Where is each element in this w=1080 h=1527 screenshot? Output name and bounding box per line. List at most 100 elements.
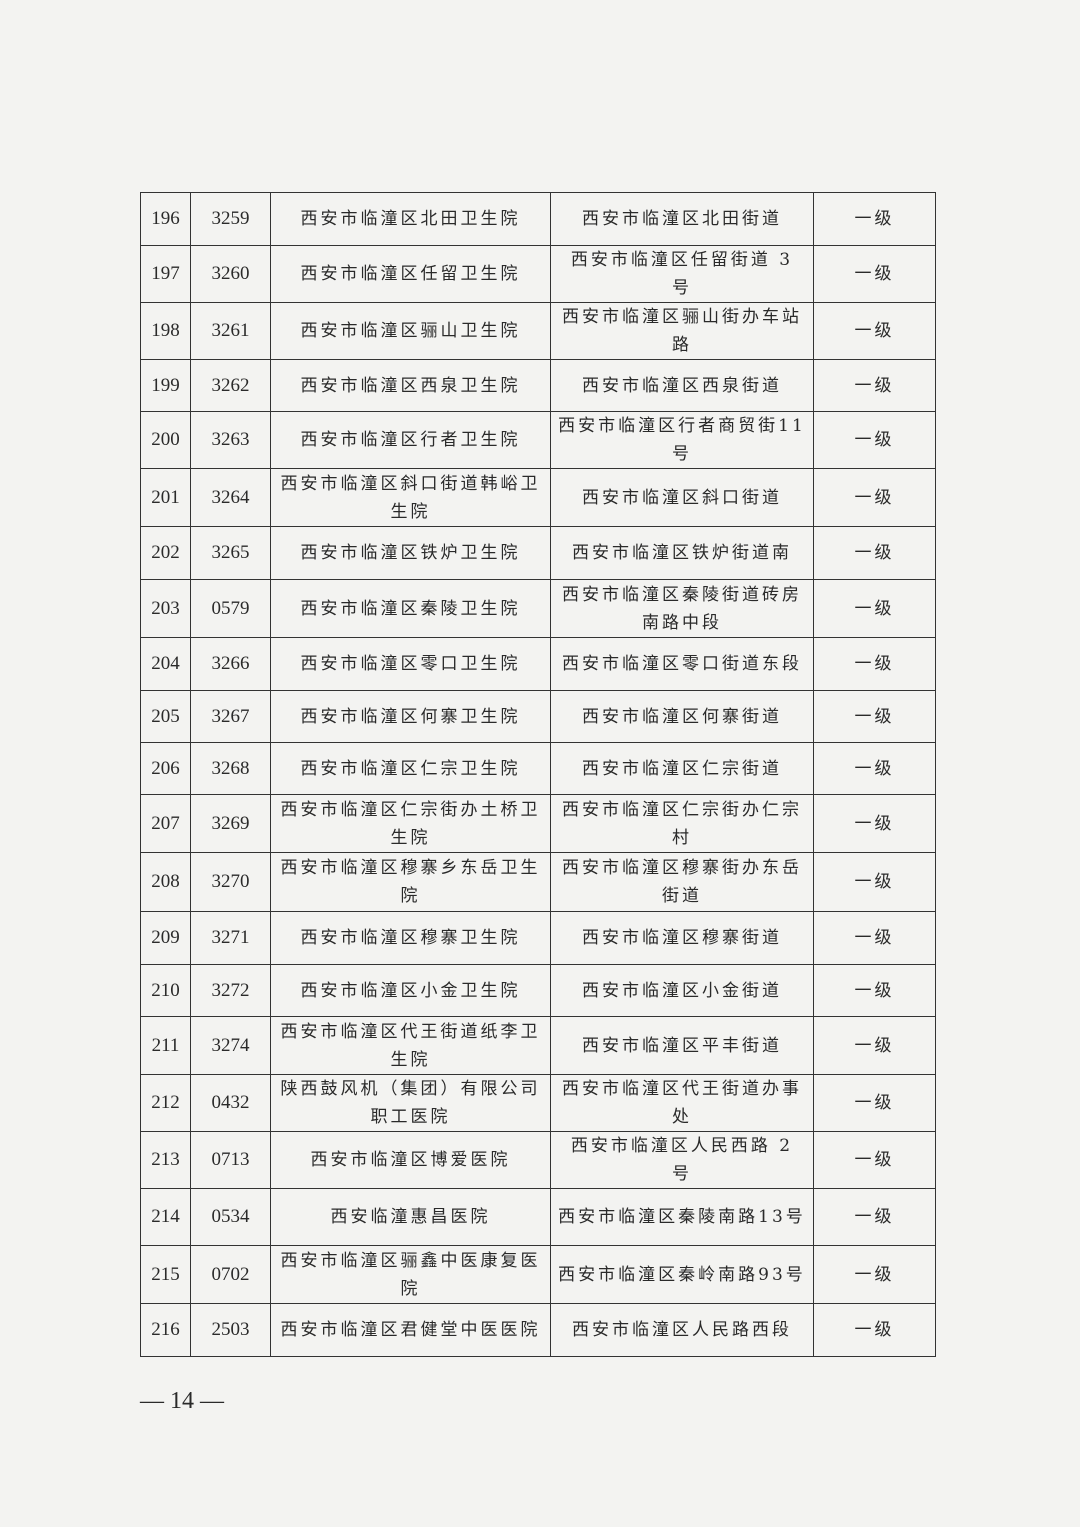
row-number: 201 (140, 468, 191, 527)
hospital-name: 西安市临潼区穆寨乡东岳卫生院 (270, 852, 551, 912)
table-row: 197 3260 西安市临潼区任留卫生院 西安市临潼区任留街道 3 号一级 (140, 245, 936, 303)
table-row: 198 3261 西安市临潼区骊山卫生院 西安市临潼区骊山街办车站路 一级 (140, 302, 936, 360)
row-number: 197 (140, 245, 191, 303)
address: 西安市临潼区斜口街道 (550, 468, 814, 527)
code: 3269 (190, 794, 271, 853)
code: 0702 (190, 1245, 271, 1304)
address: 西安市临潼区行者商贸街11号 (550, 411, 814, 469)
level: 一级 (813, 1188, 936, 1246)
row-number: 216 (140, 1303, 191, 1357)
table-row: 215 0702 西安市临潼区骊鑫中医康复医院 西安市临潼区秦岭南路93号 一级 (140, 1245, 936, 1304)
address: 西安市临潼区秦陵街道砖房南路中段 (550, 579, 814, 638)
address: 西安市临潼区代王街道办事处 (550, 1074, 814, 1132)
row-number: 206 (140, 742, 191, 795)
table-row: 214 0534 西安临潼惠昌医院 西安市临潼区秦陵南路13号 一级 (140, 1188, 936, 1246)
hospital-name: 西安市临潼区仁宗街办土桥卫生院 (270, 794, 551, 853)
code: 3267 (190, 690, 271, 743)
address: 西安市临潼区秦岭南路93号 (550, 1245, 814, 1304)
row-number: 202 (140, 526, 191, 580)
code: 3266 (190, 637, 271, 691)
address: 西安市临潼区骊山街办车站路 (550, 302, 814, 360)
address: 西安市临潼区何寨街道 (550, 690, 814, 743)
address: 西安市临潼区人民路西段 (550, 1303, 814, 1357)
level: 一级 (813, 1131, 936, 1189)
table-row: 203 0579 西安市临潼区秦陵卫生院 西安市临潼区秦陵街道砖房南路中段 一级 (140, 579, 936, 638)
level: 一级 (813, 302, 936, 360)
hospital-name: 陕西鼓风机（集团）有限公司职工医院 (270, 1074, 551, 1132)
code: 3261 (190, 302, 271, 360)
hospital-name: 西安市临潼区任留卫生院 (270, 245, 551, 303)
row-number: 209 (140, 911, 191, 965)
code: 3271 (190, 911, 271, 965)
address: 西安市临潼区北田街道 (550, 192, 814, 246)
row-number: 198 (140, 302, 191, 360)
level: 一级 (813, 192, 936, 246)
code: 3263 (190, 411, 271, 469)
code: 0432 (190, 1074, 271, 1132)
row-number: 213 (140, 1131, 191, 1189)
level: 一级 (813, 794, 936, 853)
hospital-name: 西安市临潼区骊山卫生院 (270, 302, 551, 360)
code: 3259 (190, 192, 271, 246)
table-row: 201 3264 西安市临潼区斜口街道韩峪卫生院 西安市临潼区斜口街道 一级 (140, 468, 936, 527)
code: 3270 (190, 852, 271, 912)
table-row: 216 2503 西安市临潼区君健堂中医医院 西安市临潼区人民路西段 一级 (140, 1303, 936, 1357)
table-row: 208 3270 西安市临潼区穆寨乡东岳卫生院 西安市临潼区穆寨街办东岳街道 一级 (140, 852, 936, 912)
code: 3260 (190, 245, 271, 303)
hospital-name: 西安市临潼区小金卫生院 (270, 964, 551, 1017)
hospital-name: 西安市临潼区博爱医院 (270, 1131, 551, 1189)
hospital-name: 西安市临潼区君健堂中医医院 (270, 1303, 551, 1357)
hospital-name: 西安市临潼区秦陵卫生院 (270, 579, 551, 638)
code: 3272 (190, 964, 271, 1017)
code: 3265 (190, 526, 271, 580)
hospital-name: 西安市临潼区北田卫生院 (270, 192, 551, 246)
row-number: 200 (140, 411, 191, 469)
address: 西安市临潼区穆寨街办东岳街道 (550, 852, 814, 912)
table-row: 213 0713 西安市临潼区博爱医院 西安市临潼区人民西路 2 号一级 (140, 1131, 936, 1189)
address: 西安市临潼区铁炉街道南 (550, 526, 814, 580)
code: 0713 (190, 1131, 271, 1189)
address: 西安市临潼区西泉街道 (550, 359, 814, 412)
level: 一级 (813, 1016, 936, 1075)
address: 西安市临潼区秦陵南路13号 (550, 1188, 814, 1246)
code: 0579 (190, 579, 271, 638)
table-row: 207 3269 西安市临潼区仁宗街办土桥卫生院 西安市临潼区仁宗街办仁宗村 一级 (140, 794, 936, 853)
hospital-name: 西安市临潼区行者卫生院 (270, 411, 551, 469)
hospital-name: 西安市临潼区代王街道纸李卫生院 (270, 1016, 551, 1075)
level: 一级 (813, 1074, 936, 1132)
table-row: 209 3271 西安市临潼区穆寨卫生院 西安市临潼区穆寨街道 一级 (140, 911, 936, 965)
level: 一级 (813, 245, 936, 303)
address: 西安市临潼区平丰街道 (550, 1016, 814, 1075)
level: 一级 (813, 742, 936, 795)
address: 西安市临潼区人民西路 2 号 (550, 1131, 814, 1189)
code: 0534 (190, 1188, 271, 1246)
hospital-name: 西安市临潼区穆寨卫生院 (270, 911, 551, 965)
row-number: 203 (140, 579, 191, 638)
address: 西安市临潼区小金街道 (550, 964, 814, 1017)
table-row: 211 3274 西安市临潼区代王街道纸李卫生院 西安市临潼区平丰街道 一级 (140, 1016, 936, 1075)
level: 一级 (813, 526, 936, 580)
level: 一级 (813, 1245, 936, 1304)
level: 一级 (813, 1303, 936, 1357)
table-row: 199 3262 西安市临潼区西泉卫生院 西安市临潼区西泉街道 一级 (140, 359, 936, 412)
hospital-name: 西安市临潼区仁宗卫生院 (270, 742, 551, 795)
level: 一级 (813, 637, 936, 691)
table-row: 202 3265 西安市临潼区铁炉卫生院 西安市临潼区铁炉街道南 一级 (140, 526, 936, 580)
table-row: 206 3268 西安市临潼区仁宗卫生院 西安市临潼区仁宗街道 一级 (140, 742, 936, 795)
code: 3274 (190, 1016, 271, 1075)
level: 一级 (813, 411, 936, 469)
address: 西安市临潼区穆寨街道 (550, 911, 814, 965)
code: 3264 (190, 468, 271, 527)
table-row: 196 3259 西安市临潼区北田卫生院 西安市临潼区北田街道 一级 (140, 192, 936, 246)
code: 2503 (190, 1303, 271, 1357)
hospital-name: 西安市临潼区零口卫生院 (270, 637, 551, 691)
address: 西安市临潼区仁宗街办仁宗村 (550, 794, 814, 853)
table-row: 200 3263 西安市临潼区行者卫生院 西安市临潼区行者商贸街11号 一级 (140, 411, 936, 469)
hospital-table: 196 3259 西安市临潼区北田卫生院 西安市临潼区北田街道 一级 197 3260 西安市… (140, 192, 936, 1357)
row-number: 215 (140, 1245, 191, 1304)
row-number: 211 (140, 1016, 191, 1075)
hospital-name: 西安市临潼区西泉卫生院 (270, 359, 551, 412)
row-number: 208 (140, 852, 191, 912)
level: 一级 (813, 852, 936, 912)
